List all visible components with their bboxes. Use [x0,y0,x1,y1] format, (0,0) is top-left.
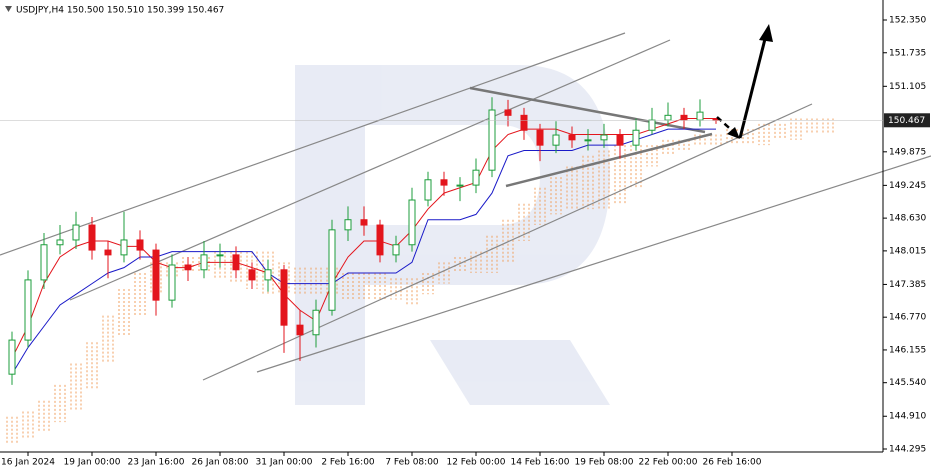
candle-body [664,114,672,121]
current-price-box [884,113,930,128]
candle-body [168,264,176,301]
y-tick-label: 148.015 [889,246,926,256]
candle-body [200,254,208,271]
candle-body [424,179,432,201]
candle-body [456,184,464,187]
candle-body [504,109,512,116]
y-tick-label: 144.295 [889,445,926,455]
candle-body [584,139,592,142]
candle-body [472,169,480,186]
candle-body [152,249,160,301]
x-tick-label: 19 Feb 08:00 [574,458,633,468]
candle-body [264,269,272,281]
symbol-icon [5,6,12,12]
candle-body [440,179,448,186]
y-tick-label: 149.875 [889,147,926,157]
candle-body [72,224,80,241]
candle-body [248,269,256,281]
y-tick-label: 149.245 [889,181,926,191]
candle-body [136,239,144,251]
x-tick-label: 16 Jan 2024 [1,458,55,468]
indicator-line [11,118,716,359]
x-tick-label: 7 Feb 08:00 [385,458,439,468]
x-tick-label: 14 Feb 16:00 [510,458,569,468]
candle-body [392,244,400,256]
x-tick-label: 23 Jan 16:00 [128,458,185,468]
chart-title: USDJPY,H4 150.500 150.510 150.399 150.46… [16,6,224,16]
candle-body [216,254,224,257]
candle-body [328,229,336,311]
candle-body [296,324,304,336]
candle-body [40,244,48,281]
indicator-line [11,128,716,375]
candle-body [408,199,416,246]
candle-body [360,219,368,226]
candle-body [488,109,496,171]
candle-body [616,134,624,146]
y-tick-label: 152.350 [889,16,926,26]
candle-body [376,224,384,256]
y-tick-label: 144.910 [889,412,926,422]
x-tick-label: 19 Jan 00:00 [64,458,121,468]
x-tick-label: 26 Feb 16:00 [702,458,761,468]
candle-body [56,239,64,246]
forecast-arrows [716,24,773,139]
candle-body [232,254,240,271]
candle-body [24,279,32,341]
x-tick-label: 2 Feb 16:00 [321,458,375,468]
candle-body [120,239,128,256]
candle-body [88,224,96,251]
y-tick-label: 151.735 [889,48,926,58]
candle-body [344,219,352,231]
candle-body [648,119,656,131]
x-tick-label: 26 Jan 08:00 [192,458,249,468]
candle-body [184,264,192,271]
x-tick-label: 22 Feb 00:00 [638,458,697,468]
current-price-label: 150.467 [888,116,925,126]
candle-body [104,249,112,256]
candle-body [680,114,688,121]
y-tick-label: 151.105 [889,82,926,92]
candle-body [520,114,528,131]
y-tick-label: 145.540 [889,378,926,388]
candle-body [600,134,608,141]
candle-body [280,269,288,326]
candle-body [536,129,544,146]
candle-body [312,309,320,336]
y-tick-label: 146.770 [889,313,926,323]
marks [8,97,720,385]
candle-body [8,339,16,375]
candle-body [552,134,560,146]
trend-lines [0,32,931,381]
y-tick-label: 148.630 [889,214,926,224]
y-tick-label: 146.155 [889,345,926,355]
candle-body [696,111,704,121]
x-tick-label: 31 Jan 00:00 [256,458,313,468]
y-tick-label: 147.385 [889,280,926,290]
candle-body [632,129,640,146]
x-tick-label: 12 Feb 00:00 [446,458,505,468]
watermark [295,65,610,405]
candle-body [568,134,576,141]
